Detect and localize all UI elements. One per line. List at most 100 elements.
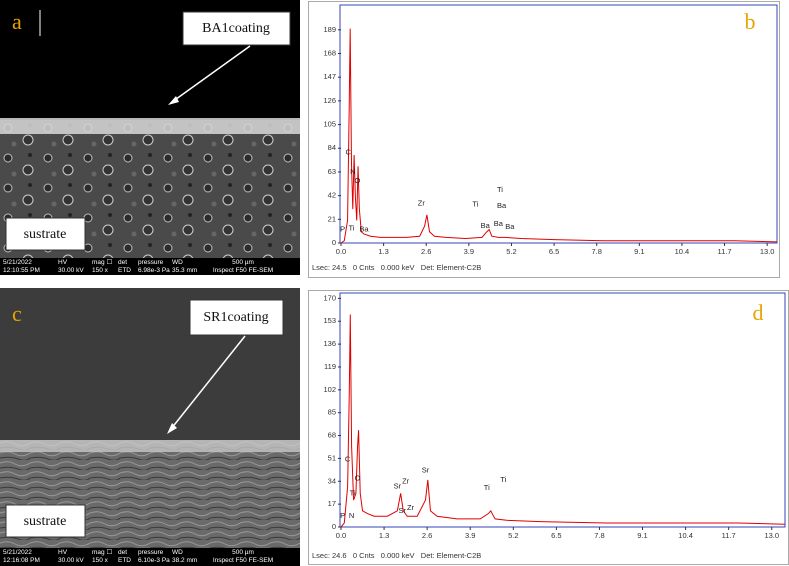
peak-label: C xyxy=(346,148,352,157)
callout-box xyxy=(189,299,284,336)
info-text: HV xyxy=(58,259,68,266)
info-text: 38.2 mm xyxy=(172,557,197,564)
y-tick-label: 147 xyxy=(323,72,336,81)
info-text: 30.00 kV xyxy=(58,267,84,274)
info-text: pressure xyxy=(138,259,164,266)
footer: Lsec: 24.6 0 Cnts 0.000 keV Det: Element… xyxy=(312,551,481,560)
x-tick-label: 10.4 xyxy=(678,531,693,540)
info-text: mag ☐ xyxy=(92,258,112,266)
info-text: 6.10e-3 Pa xyxy=(138,557,170,564)
y-tick-label: 84 xyxy=(328,143,336,152)
sem-panel-a: a BA1coating sustrate 5/21/202212:10:55 … xyxy=(0,0,300,275)
y-tick-label: 63 xyxy=(328,167,336,176)
info-bar xyxy=(0,258,300,275)
info-text: 30.00 kV xyxy=(58,557,84,564)
peak-label: N xyxy=(350,167,355,176)
peak-label: Zr xyxy=(407,503,415,512)
y-tick-label: 189 xyxy=(323,25,336,34)
x-tick-label: 10.4 xyxy=(675,247,690,256)
y-tick-label: 51 xyxy=(328,453,336,462)
x-tick-label: 0.0 xyxy=(336,531,346,540)
spectrum-line xyxy=(340,28,778,244)
y-tick-label: 0 xyxy=(332,522,336,531)
x-tick-label: 6.5 xyxy=(551,531,561,540)
region-box xyxy=(5,504,86,538)
callout: BA1coating xyxy=(202,21,270,36)
peak-label: Ti xyxy=(497,185,503,194)
info-text: WD xyxy=(172,549,183,556)
region-label: sustrate xyxy=(24,514,67,529)
info-text: Inspect F50 FE-SEM xyxy=(213,267,273,274)
info-text: 500 µm xyxy=(232,549,254,556)
x-tick-label: 2.6 xyxy=(422,531,432,540)
y-tick-label: 0 xyxy=(332,238,336,247)
y-tick-label: 85 xyxy=(328,408,336,417)
peak-label: Ti xyxy=(348,223,354,232)
info-text: 35.3 mm xyxy=(172,267,197,274)
y-tick-label: 168 xyxy=(323,48,336,57)
info-text: 12:10:55 PM xyxy=(3,267,40,274)
peak-label: Zr xyxy=(418,199,426,208)
y-tick-label: 153 xyxy=(323,316,336,325)
info-text: mag ☐ xyxy=(92,548,112,556)
peak-label: Zr xyxy=(402,476,410,485)
info-text: 500 µm xyxy=(232,259,254,266)
x-tick-label: 7.8 xyxy=(591,247,601,256)
panel-label: b xyxy=(745,9,756,34)
info-text: det xyxy=(118,549,127,556)
peak-label: P xyxy=(340,511,345,520)
y-tick-label: 68 xyxy=(328,431,336,440)
y-tick-label: 119 xyxy=(324,362,336,371)
peak-label: O xyxy=(355,474,361,483)
info-text: 5/21/2022 xyxy=(3,549,32,556)
info-text: 150 x xyxy=(92,557,109,564)
info-text: HV xyxy=(58,549,68,556)
chart-frame xyxy=(308,1,780,278)
x-tick-label: 5.2 xyxy=(506,247,516,256)
peak-label: Ba xyxy=(497,201,507,210)
panel-label: c xyxy=(12,301,22,326)
info-text: ETD xyxy=(118,267,131,274)
arrow-head xyxy=(167,423,177,434)
footer: Lsec: 24.5 0 Cnts 0.000 keV Det: Element… xyxy=(312,263,481,272)
info-text: WD xyxy=(172,259,183,266)
y-tick-label: 102 xyxy=(323,385,336,394)
x-tick-label: 13.0 xyxy=(764,531,779,540)
y-tick-label: 136 xyxy=(323,339,336,348)
info-text: det xyxy=(118,259,127,266)
peak-label: Sr xyxy=(394,482,402,491)
plot-area xyxy=(339,4,778,244)
sem-coating xyxy=(0,440,300,452)
plot-area xyxy=(339,292,786,528)
x-tick-label: 1.3 xyxy=(378,247,388,256)
region-label: sustrate xyxy=(24,227,67,242)
x-tick-label: 5.2 xyxy=(508,531,518,540)
callout-box xyxy=(182,11,291,46)
x-tick-label: 0.0 xyxy=(336,247,346,256)
arrow xyxy=(171,45,251,103)
info-text: ETD xyxy=(118,557,131,564)
info-text: 5/21/2022 xyxy=(3,259,32,266)
peak-label: Ti xyxy=(472,200,478,209)
x-tick-label: 3.9 xyxy=(464,247,474,256)
y-tick-label: 170 xyxy=(323,293,336,302)
x-tick-label: 13.0 xyxy=(760,247,775,256)
y-tick-label: 17 xyxy=(328,499,336,508)
info-text: 12:16:08 PM xyxy=(3,557,40,564)
peak-label: C xyxy=(345,455,351,464)
sem-panel-c: c SR1coating sustrate 5/21/202212:16:08 … xyxy=(0,288,300,566)
y-tick-label: 21 xyxy=(328,214,336,223)
info-text: pressure xyxy=(138,549,164,556)
x-tick-label: 1.3 xyxy=(379,531,389,540)
peak-label: Sr xyxy=(399,506,407,515)
x-tick-label: 6.5 xyxy=(549,247,559,256)
peak-label: Ba xyxy=(481,221,491,230)
x-tick-label: 7.8 xyxy=(594,531,604,540)
peak-label: O xyxy=(354,176,360,185)
arrow-head xyxy=(168,96,179,105)
peak-label: N xyxy=(349,511,354,520)
panel-label: d xyxy=(753,300,764,325)
y-tick-label: 126 xyxy=(323,96,336,105)
peak-label: Ba xyxy=(494,219,504,228)
